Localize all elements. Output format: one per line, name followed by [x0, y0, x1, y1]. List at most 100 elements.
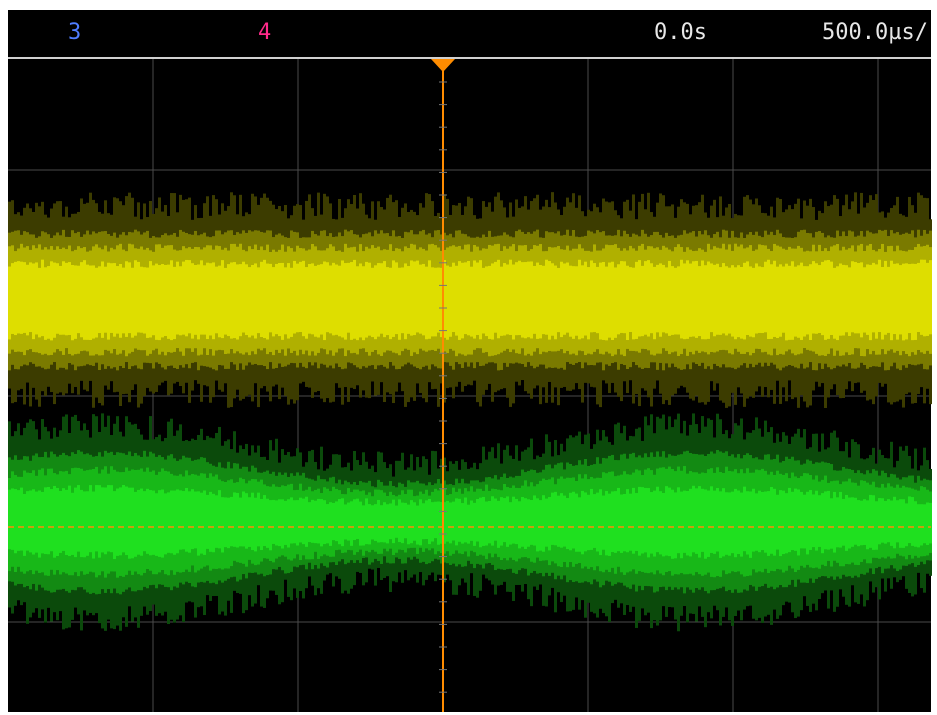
channel-4-trace — [356, 499, 359, 539]
channel-3-trace — [851, 261, 854, 332]
channel-3-trace — [362, 266, 365, 340]
channel-4-trace — [488, 501, 491, 543]
channel-4-trace — [650, 492, 653, 554]
channel-3-trace — [167, 265, 170, 339]
channel-3-trace — [854, 262, 857, 333]
channel-3-trace — [338, 266, 341, 337]
channel-3-trace — [425, 267, 428, 340]
channel-3-trace — [755, 263, 758, 333]
channel-4-trace — [827, 491, 830, 550]
channel-4-trace — [590, 489, 593, 550]
channel-3-trace — [839, 263, 842, 335]
channel-3-trace — [596, 267, 599, 333]
channel-4-trace — [74, 488, 77, 558]
channel-3-trace — [242, 262, 245, 333]
channel-3-trace — [626, 266, 629, 340]
channel-4-trace — [110, 485, 113, 552]
channel-3-trace — [482, 268, 485, 334]
channel-4-trace — [50, 489, 53, 551]
channel-3-trace — [683, 263, 686, 339]
channel-3-trace — [194, 265, 197, 335]
channel-3-trace — [803, 266, 806, 336]
channel-4-trace — [791, 492, 794, 550]
channel-3-trace — [410, 260, 413, 335]
channel-4-trace — [842, 499, 845, 546]
channel-4-trace — [695, 488, 698, 554]
channel-4-trace — [527, 499, 530, 546]
channel-3-trace — [20, 262, 23, 334]
channel-4-trace — [914, 501, 917, 547]
channel-3-trace — [227, 264, 230, 336]
channel-3-trace — [722, 263, 725, 333]
channel-3-trace — [128, 262, 131, 333]
channel-3-trace — [260, 262, 263, 337]
channel-4-trace — [167, 492, 170, 552]
channel-3-trace — [341, 260, 344, 337]
channel-3-trace — [920, 260, 923, 335]
channel-3-trace — [704, 265, 707, 339]
channel-4-trace — [11, 488, 14, 549]
channel-4-trace — [725, 492, 728, 555]
channel-3-trace — [311, 263, 314, 334]
channel-3-trace — [749, 266, 752, 336]
channel-4-trace — [428, 499, 431, 544]
channel-4-trace — [554, 492, 557, 545]
channel-3-trace — [428, 260, 431, 338]
channel-3-trace — [812, 261, 815, 333]
channel-3-trace — [266, 264, 269, 340]
channel-3-trace — [377, 263, 380, 337]
channel-3-trace — [710, 263, 713, 332]
channel-4-trace — [593, 494, 596, 548]
channel-3-trace — [740, 267, 743, 339]
oscilloscope-screen: 3 4 0.0s 500.0µs/ — [0, 0, 937, 715]
channel-3-trace — [332, 263, 335, 335]
channel-3-trace — [878, 260, 881, 332]
channel-4-trace — [29, 491, 32, 553]
channel-3-trace — [278, 263, 281, 336]
channel-4-trace — [512, 497, 515, 544]
channel-4-trace — [266, 499, 269, 548]
channel-3-trace — [11, 263, 14, 334]
channel-3-trace — [233, 262, 236, 338]
channel-4-trace — [788, 488, 791, 552]
channel-3-trace — [602, 262, 605, 340]
channel-3-trace — [134, 260, 137, 335]
channel-3-trace — [464, 262, 467, 334]
channel-4-trace — [284, 501, 287, 545]
channel-4-trace — [518, 501, 521, 548]
channel-4-trace — [773, 489, 776, 556]
channel-3-trace — [449, 267, 452, 337]
channel-4-trace — [917, 504, 920, 547]
channel-3-trace — [497, 260, 500, 338]
channel-3-trace — [605, 267, 608, 341]
channel-3-trace — [419, 265, 422, 334]
channel-3-trace — [203, 265, 206, 334]
channel-4-trace — [341, 498, 344, 546]
channel-3-trace — [404, 263, 407, 339]
channel-4-trace — [65, 490, 68, 555]
channel-3-trace — [617, 264, 620, 334]
channel-4-trace — [761, 492, 764, 550]
channel-3-trace — [821, 262, 824, 335]
channel-4-trace — [449, 502, 452, 543]
channel-3-trace — [110, 263, 113, 333]
channel-3-trace — [467, 261, 470, 335]
channel-4-trace — [365, 498, 368, 544]
channel-3-trace — [764, 262, 767, 333]
channel-3-trace — [473, 260, 476, 338]
channel-3-trace — [830, 262, 833, 335]
channel-4-trace — [668, 488, 671, 557]
channel-3-label: 3 — [68, 20, 81, 45]
channel-4-trace — [923, 504, 926, 543]
channel-4-trace — [899, 499, 902, 548]
channel-3-trace — [629, 267, 632, 332]
channel-3-trace — [131, 268, 134, 338]
channel-3-trace — [512, 265, 515, 340]
channel-4-trace — [875, 501, 878, 550]
channel-4-trace — [887, 499, 890, 542]
channel-3-trace — [557, 268, 560, 332]
channel-4-trace — [698, 486, 701, 557]
channel-4-trace — [782, 491, 785, 554]
channel-4-trace — [458, 499, 461, 542]
channel-3-trace — [563, 264, 566, 335]
